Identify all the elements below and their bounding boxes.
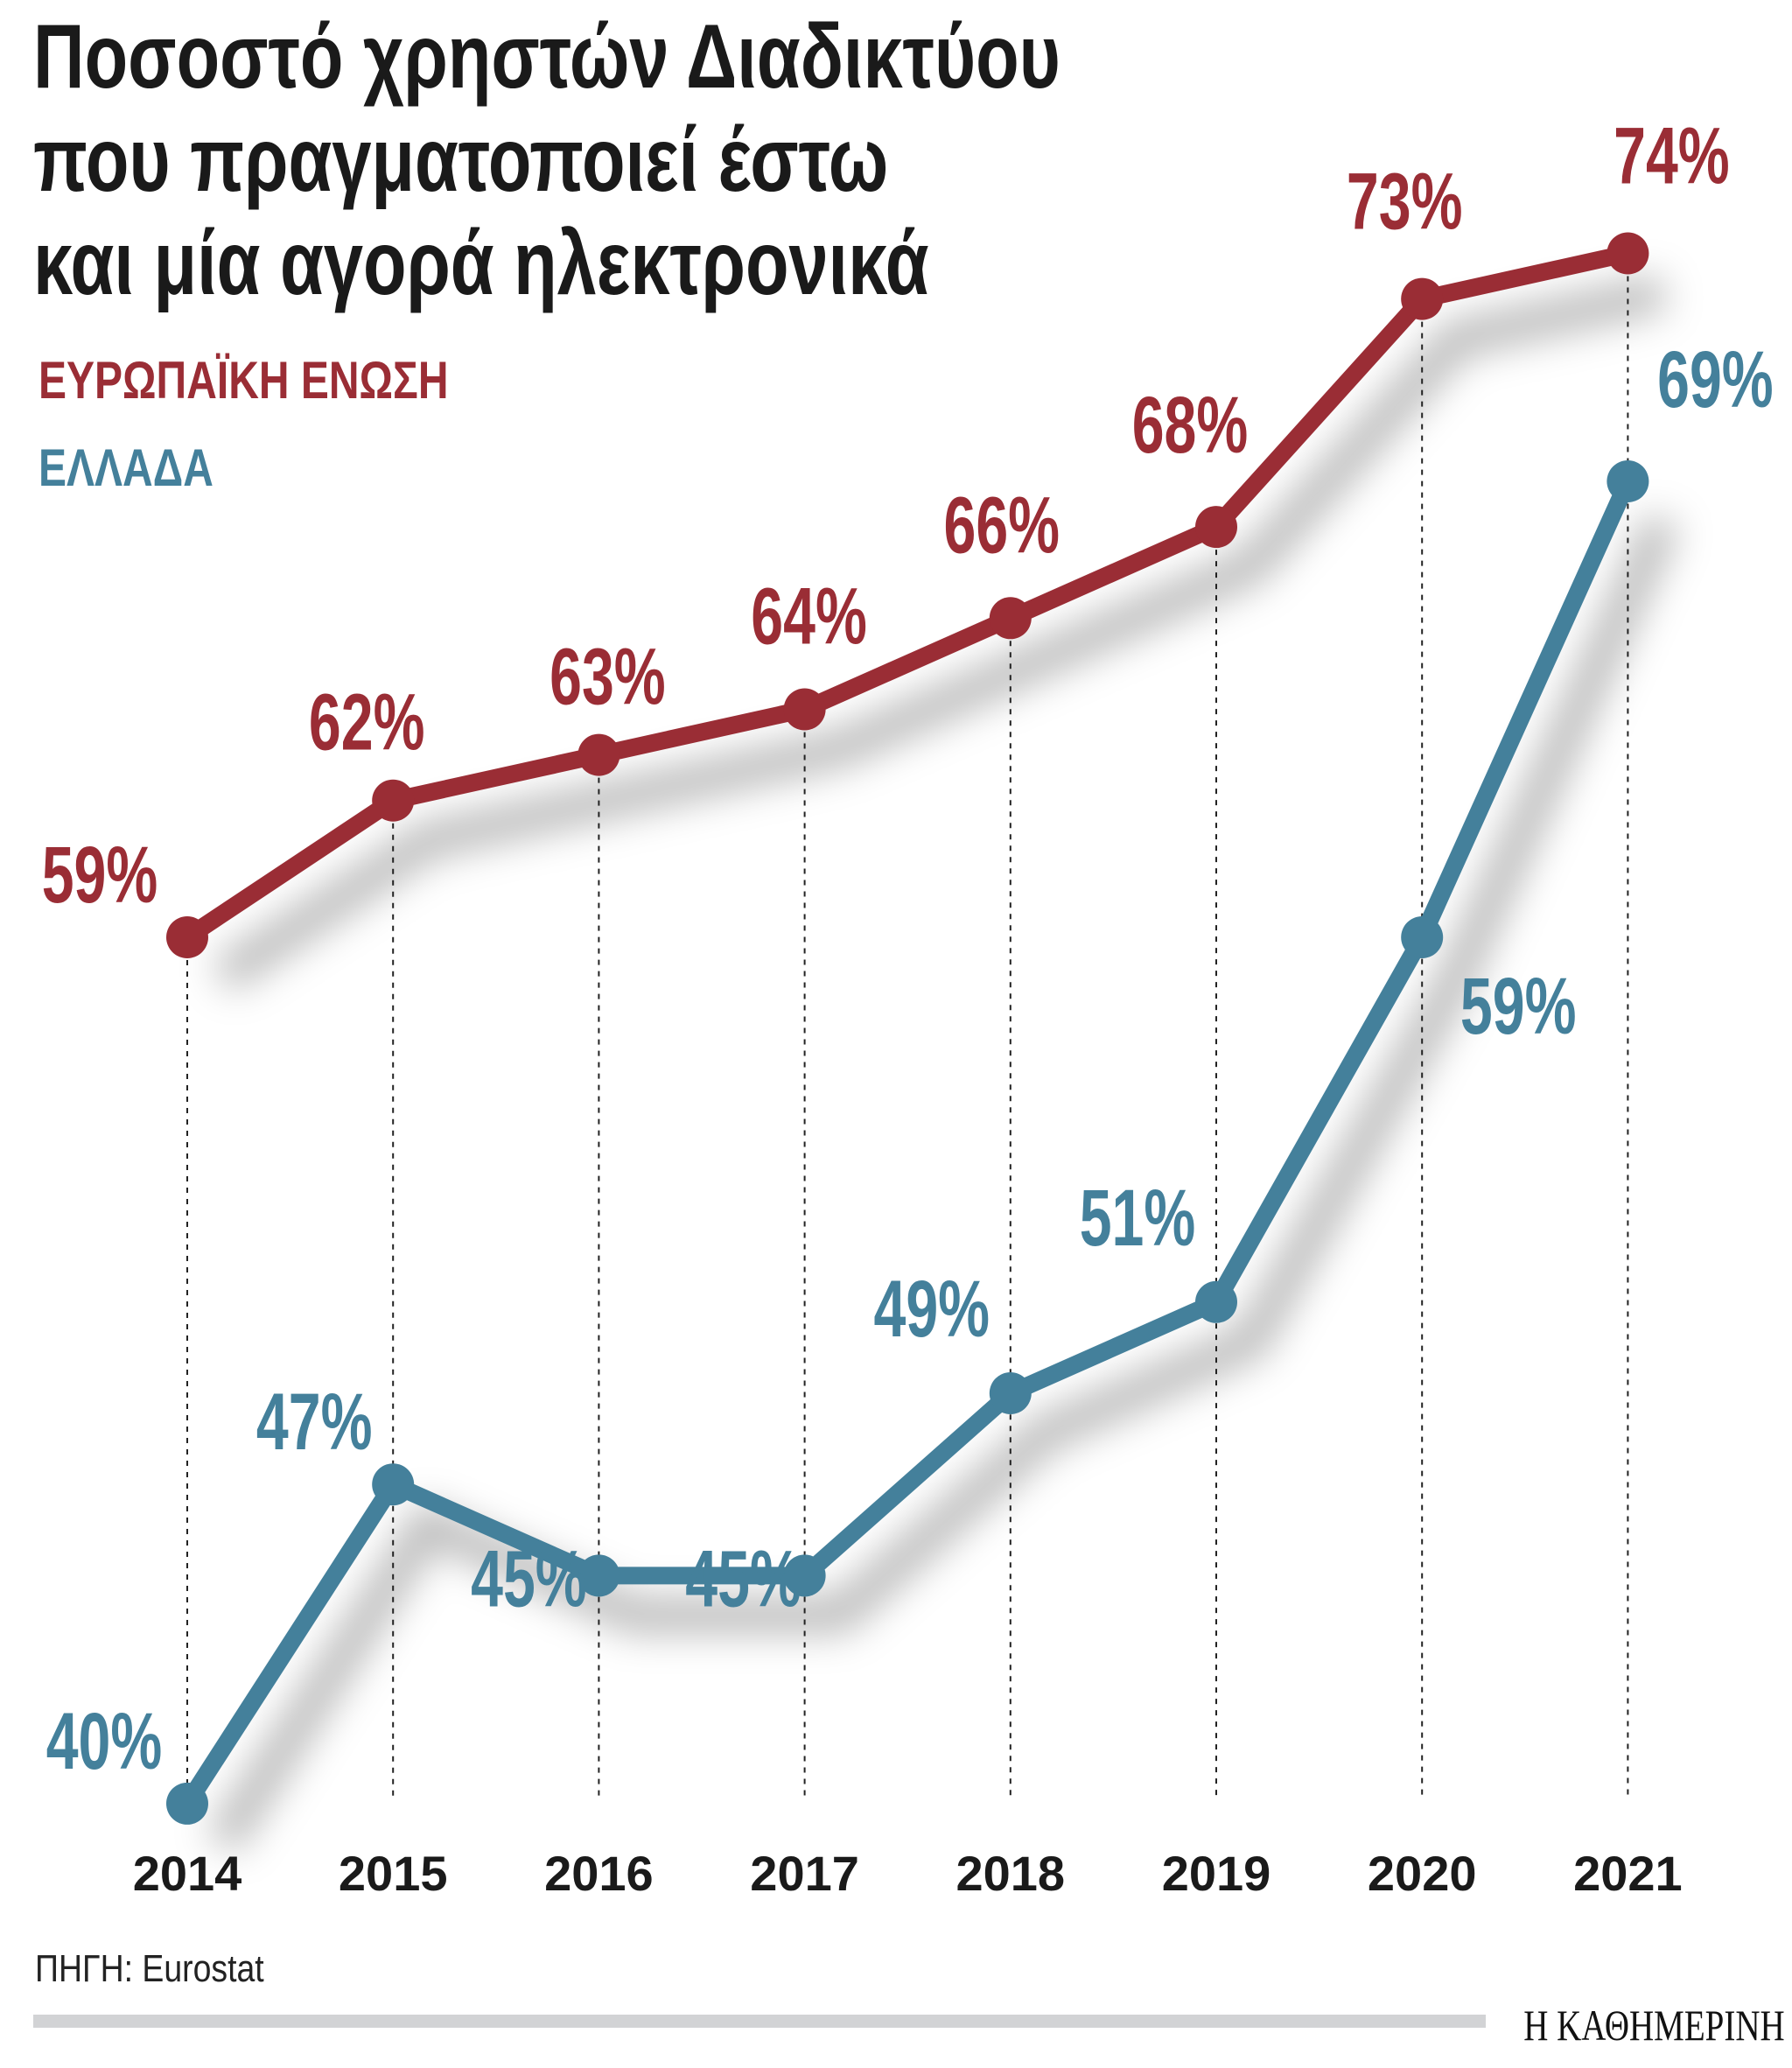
legend-eu: ΕΥΡΩΠΑΪΚΗ ΕΝΩΣΗ: [38, 351, 449, 410]
data-label: 69%: [1657, 333, 1774, 424]
data-label: 45%: [471, 1533, 587, 1623]
x-tick-label: 2014: [133, 1846, 242, 1901]
data-label: 40%: [46, 1695, 163, 1785]
data-label: 49%: [874, 1263, 990, 1353]
title-line: και μία αγορά ηλεκτρονικά: [33, 213, 929, 314]
x-tick-label: 2019: [1162, 1846, 1271, 1901]
data-label: 73%: [1347, 156, 1463, 246]
data-label: 74%: [1614, 110, 1730, 200]
data-point: [989, 597, 1032, 640]
publisher-logo: Η ΚΑΘΗΜΕΡΙΝΗ: [1523, 2001, 1785, 2050]
data-label: 47%: [256, 1376, 373, 1466]
chart-title: Ποσοστό χρηστών Διαδικτύου που πραγματοπ…: [33, 5, 1060, 315]
data-label: 62%: [309, 676, 425, 767]
series-shadow: [212, 275, 1667, 992]
data-point: [166, 1782, 208, 1825]
series-line: [182, 244, 1630, 945]
data-point: [1606, 460, 1649, 502]
data-point: [372, 1463, 415, 1506]
data-point: [1606, 232, 1649, 275]
data-label: 59%: [1460, 960, 1577, 1050]
x-tick-label: 2018: [956, 1846, 1066, 1901]
data-label: 63%: [550, 631, 666, 721]
source-note: ΠΗΓΗ: Eurostat: [35, 1947, 264, 1990]
title-line: Ποσοστό χρηστών Διαδικτύου: [33, 6, 1060, 108]
data-point: [783, 688, 826, 731]
data-label: 66%: [944, 480, 1060, 570]
data-point: [1195, 1280, 1237, 1323]
x-tick-label: 2017: [750, 1846, 859, 1901]
data-point: [578, 733, 620, 776]
data-label: 64%: [751, 571, 867, 661]
data-point: [578, 1554, 620, 1597]
x-tick-label: 2015: [339, 1846, 448, 1901]
footer-bar: [33, 2015, 1486, 2028]
x-tick-label: 2016: [544, 1846, 654, 1901]
data-point: [783, 1554, 826, 1597]
x-tick-label: 2020: [1368, 1846, 1477, 1901]
data-point: [166, 916, 208, 958]
data-point: [1195, 506, 1237, 549]
data-label: 45%: [685, 1533, 802, 1623]
data-point: [1401, 916, 1444, 958]
series-line: [179, 477, 1636, 1809]
data-point: [1401, 277, 1444, 320]
legend-greece: ΕΛΛΑΔΑ: [38, 438, 214, 497]
series-shadow: [207, 513, 1679, 1853]
title-line: που πραγματοποιεί έστω: [33, 109, 889, 211]
data-point: [372, 779, 415, 822]
x-tick-label: 2021: [1573, 1846, 1683, 1901]
data-label: 59%: [42, 829, 158, 919]
data-point: [989, 1372, 1032, 1414]
data-label: 68%: [1132, 379, 1249, 469]
data-label: 51%: [1080, 1172, 1196, 1262]
